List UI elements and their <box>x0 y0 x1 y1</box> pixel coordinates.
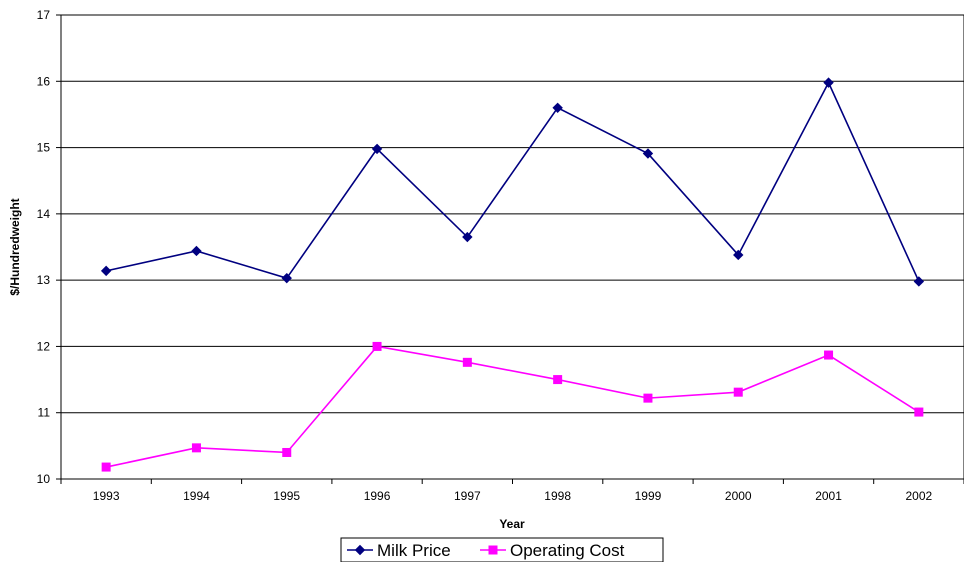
data-point <box>733 249 744 261</box>
x-tick-label: 2002 <box>905 489 932 503</box>
series-line <box>105 345 920 468</box>
data-point <box>643 393 653 403</box>
y-tick-label: 11 <box>38 406 51 420</box>
legend-marker <box>488 545 498 555</box>
data-point <box>100 265 112 277</box>
series-1 <box>101 341 924 472</box>
x-tick-label: 2000 <box>725 489 752 503</box>
gridlines <box>61 80 964 414</box>
data-point <box>191 245 202 257</box>
data-point <box>913 276 925 287</box>
legend: Milk Price Operating Cost <box>340 537 664 562</box>
data-point <box>191 443 201 453</box>
data-point <box>371 143 383 155</box>
data-point <box>824 350 834 360</box>
y-tick-label: 17 <box>37 8 51 22</box>
y-tick-label: 14 <box>37 207 51 221</box>
x-tick-label: 1994 <box>183 489 210 503</box>
legend-label: Milk Price <box>377 541 451 560</box>
x-tick-label: 1998 <box>544 489 571 503</box>
data-point <box>914 407 924 417</box>
y-tick-label: 10 <box>37 472 51 486</box>
data-point <box>733 387 743 397</box>
data-point <box>282 447 292 457</box>
data-point <box>823 77 834 88</box>
x-tick-label: 1996 <box>364 489 391 503</box>
x-tick-label: 1993 <box>93 489 120 503</box>
data-point <box>642 148 654 159</box>
data-point <box>372 341 382 351</box>
y-tick-label: 15 <box>37 141 51 155</box>
series-0 <box>100 77 925 287</box>
x-tick-label: 1995 <box>273 489 300 503</box>
data-point <box>101 462 111 472</box>
series <box>100 77 925 472</box>
data-point <box>552 102 563 114</box>
series-line <box>105 80 920 282</box>
data-point <box>553 375 563 385</box>
legend-label: Operating Cost <box>510 541 625 560</box>
data-point <box>281 272 292 284</box>
x-tick-label: 1999 <box>635 489 662 503</box>
y-tick-label: 16 <box>37 74 51 88</box>
x-axis-title: Year <box>499 517 525 531</box>
y-axis-title: $/Hundredweight <box>8 198 22 295</box>
data-point <box>462 357 472 367</box>
y-tick-label: 13 <box>37 273 51 287</box>
axes: 10 11 12 13 14 15 16 17 1993 1994 1995 1996 1997 1998… <box>37 8 964 503</box>
x-tick-label: 2001 <box>815 489 842 503</box>
x-tick-label: 1997 <box>454 489 481 503</box>
y-tick-label: 12 <box>37 339 51 353</box>
legend-marker <box>354 544 366 556</box>
data-point <box>462 231 473 243</box>
